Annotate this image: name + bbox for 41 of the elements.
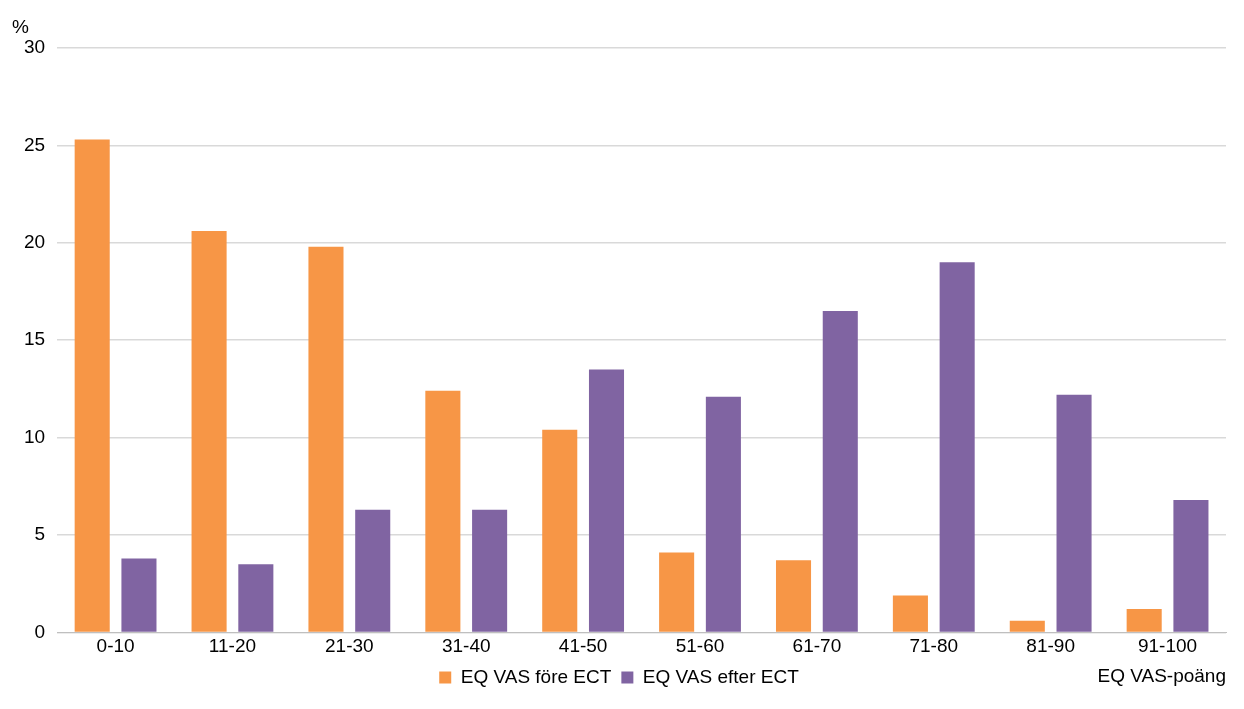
bar (191, 231, 227, 632)
bar (121, 558, 157, 632)
bar (775, 560, 812, 632)
y-tick-label: 5 (34, 523, 46, 545)
x-tick-label: 71-80 (909, 635, 959, 657)
x-tick-label: 81-90 (1026, 635, 1075, 657)
x-tick-label: 11-20 (208, 635, 257, 657)
bar (472, 509, 508, 632)
y-tick-label: 20 (23, 231, 46, 253)
y-axis-title: % (12, 15, 29, 37)
bar (425, 390, 461, 632)
legend-label: EQ VAS efter ECT (642, 665, 800, 687)
x-tick-label: 0-10 (96, 635, 135, 657)
y-tick-label: 25 (23, 133, 46, 155)
y-tick-label: 10 (23, 425, 46, 447)
bar (892, 595, 928, 632)
bar (659, 552, 695, 632)
x-tick-label: 31-40 (441, 635, 491, 657)
bar (1056, 394, 1092, 632)
bar (1009, 620, 1045, 632)
x-tick-label: 51-60 (675, 635, 725, 657)
y-tick-label: 30 (23, 36, 46, 58)
x-tick-label: 91-100 (1137, 635, 1198, 657)
y-tick-label: 15 (23, 328, 46, 350)
bar (822, 310, 858, 632)
bar (588, 369, 625, 632)
x-tick-label: 21-30 (325, 635, 374, 657)
bar (238, 564, 274, 632)
bar (308, 246, 344, 632)
bar (939, 262, 975, 632)
bar (542, 429, 578, 632)
bar (1126, 609, 1162, 632)
x-axis-title: EQ VAS-poäng (1097, 664, 1226, 686)
bar (705, 396, 741, 632)
legend-label: EQ VAS före ECT (460, 665, 612, 687)
x-tick-label: 41-50 (558, 635, 608, 657)
bar (355, 509, 391, 632)
bar (74, 139, 110, 632)
x-tick-label: 61-70 (792, 635, 842, 657)
y-tick-label: 0 (34, 620, 46, 642)
bar (1173, 499, 1209, 632)
